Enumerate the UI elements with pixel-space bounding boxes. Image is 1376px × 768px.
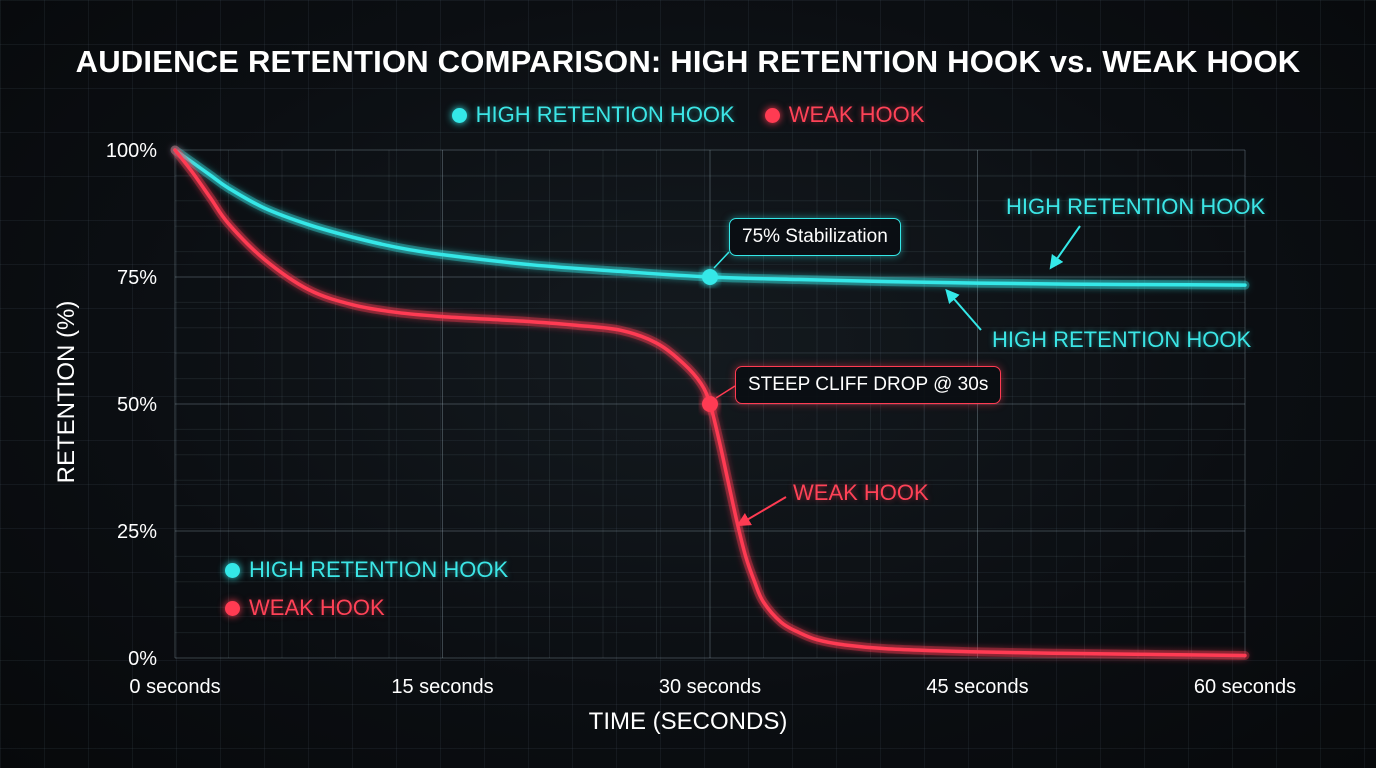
y-tick-label: 75% — [117, 267, 157, 289]
y-tick-label: 0% — [128, 648, 157, 670]
x-tick-label: 15 seconds — [391, 676, 493, 698]
axes — [173, 150, 1245, 660]
inner-legend-entry-high: HIGH RETENTION HOOK — [225, 557, 508, 583]
line-label-high-lower: HIGH RETENTION HOOK — [992, 327, 1252, 352]
x-tick-label: 30 seconds — [659, 676, 761, 698]
arrow-high-upper — [1049, 225, 1081, 270]
inner-legend-entry-weak: WEAK HOOK — [225, 595, 508, 621]
legend-entry-weak: WEAK HOOK — [764, 102, 925, 128]
arrow-weak — [736, 496, 787, 527]
line-label-high-upper: HIGH RETENTION HOOK — [1006, 194, 1266, 219]
annotation-markers — [702, 269, 718, 412]
legend-entry-high: HIGH RETENTION HOOK — [451, 102, 735, 128]
inner-legend-label-weak: WEAK HOOK — [249, 595, 385, 620]
x-tick-label: 45 seconds — [926, 676, 1028, 698]
y-tick-label: 25% — [117, 521, 157, 543]
legend-top: HIGH RETENTION HOOK WEAK HOOK — [0, 102, 1376, 128]
tick-labels: 0 seconds 15 seconds 30 seconds 45 seconds 6… — [106, 140, 1296, 698]
callout-connector-stabilization — [713, 251, 730, 269]
x-axis-label: TIME (SECONDS) — [588, 708, 788, 735]
y-tick-label: 100% — [106, 140, 157, 162]
legend-inner: HIGH RETENTION HOOK WEAK HOOK — [225, 557, 508, 621]
line-label-weak: WEAK HOOK — [793, 480, 929, 505]
legend-label-high: HIGH RETENTION HOOK — [475, 102, 735, 127]
marker-stabilization — [702, 269, 718, 285]
callout-connector-cliff — [715, 385, 736, 399]
legend-label-weak: WEAK HOOK — [788, 102, 925, 127]
y-tick-label: 50% — [117, 394, 157, 416]
marker-cliff-drop — [702, 396, 718, 412]
series-line-high — [173, 148, 1247, 287]
inner-legend-marker-weak — [225, 600, 240, 616]
x-tick-label: 60 seconds — [1194, 676, 1296, 698]
chart-title: AUDIENCE RETENTION COMPARISON: HIGH RETE… — [75, 44, 1301, 79]
callout-cliff-drop: STEEP CLIFF DROP @ 30s — [735, 366, 1002, 404]
inner-legend-label-high: HIGH RETENTION HOOK — [249, 557, 509, 582]
callout-stabilization: 75% Stabilization — [729, 218, 901, 256]
inner-legend-marker-high — [225, 562, 240, 578]
y-axis-label: RETENTION (%) — [53, 300, 80, 484]
arrow-high-lower — [945, 288, 982, 331]
legend-marker-weak — [764, 107, 780, 123]
x-tick-label: 0 seconds — [129, 676, 220, 698]
legend-marker-high — [451, 107, 467, 123]
annotation-arrows — [713, 225, 1081, 527]
